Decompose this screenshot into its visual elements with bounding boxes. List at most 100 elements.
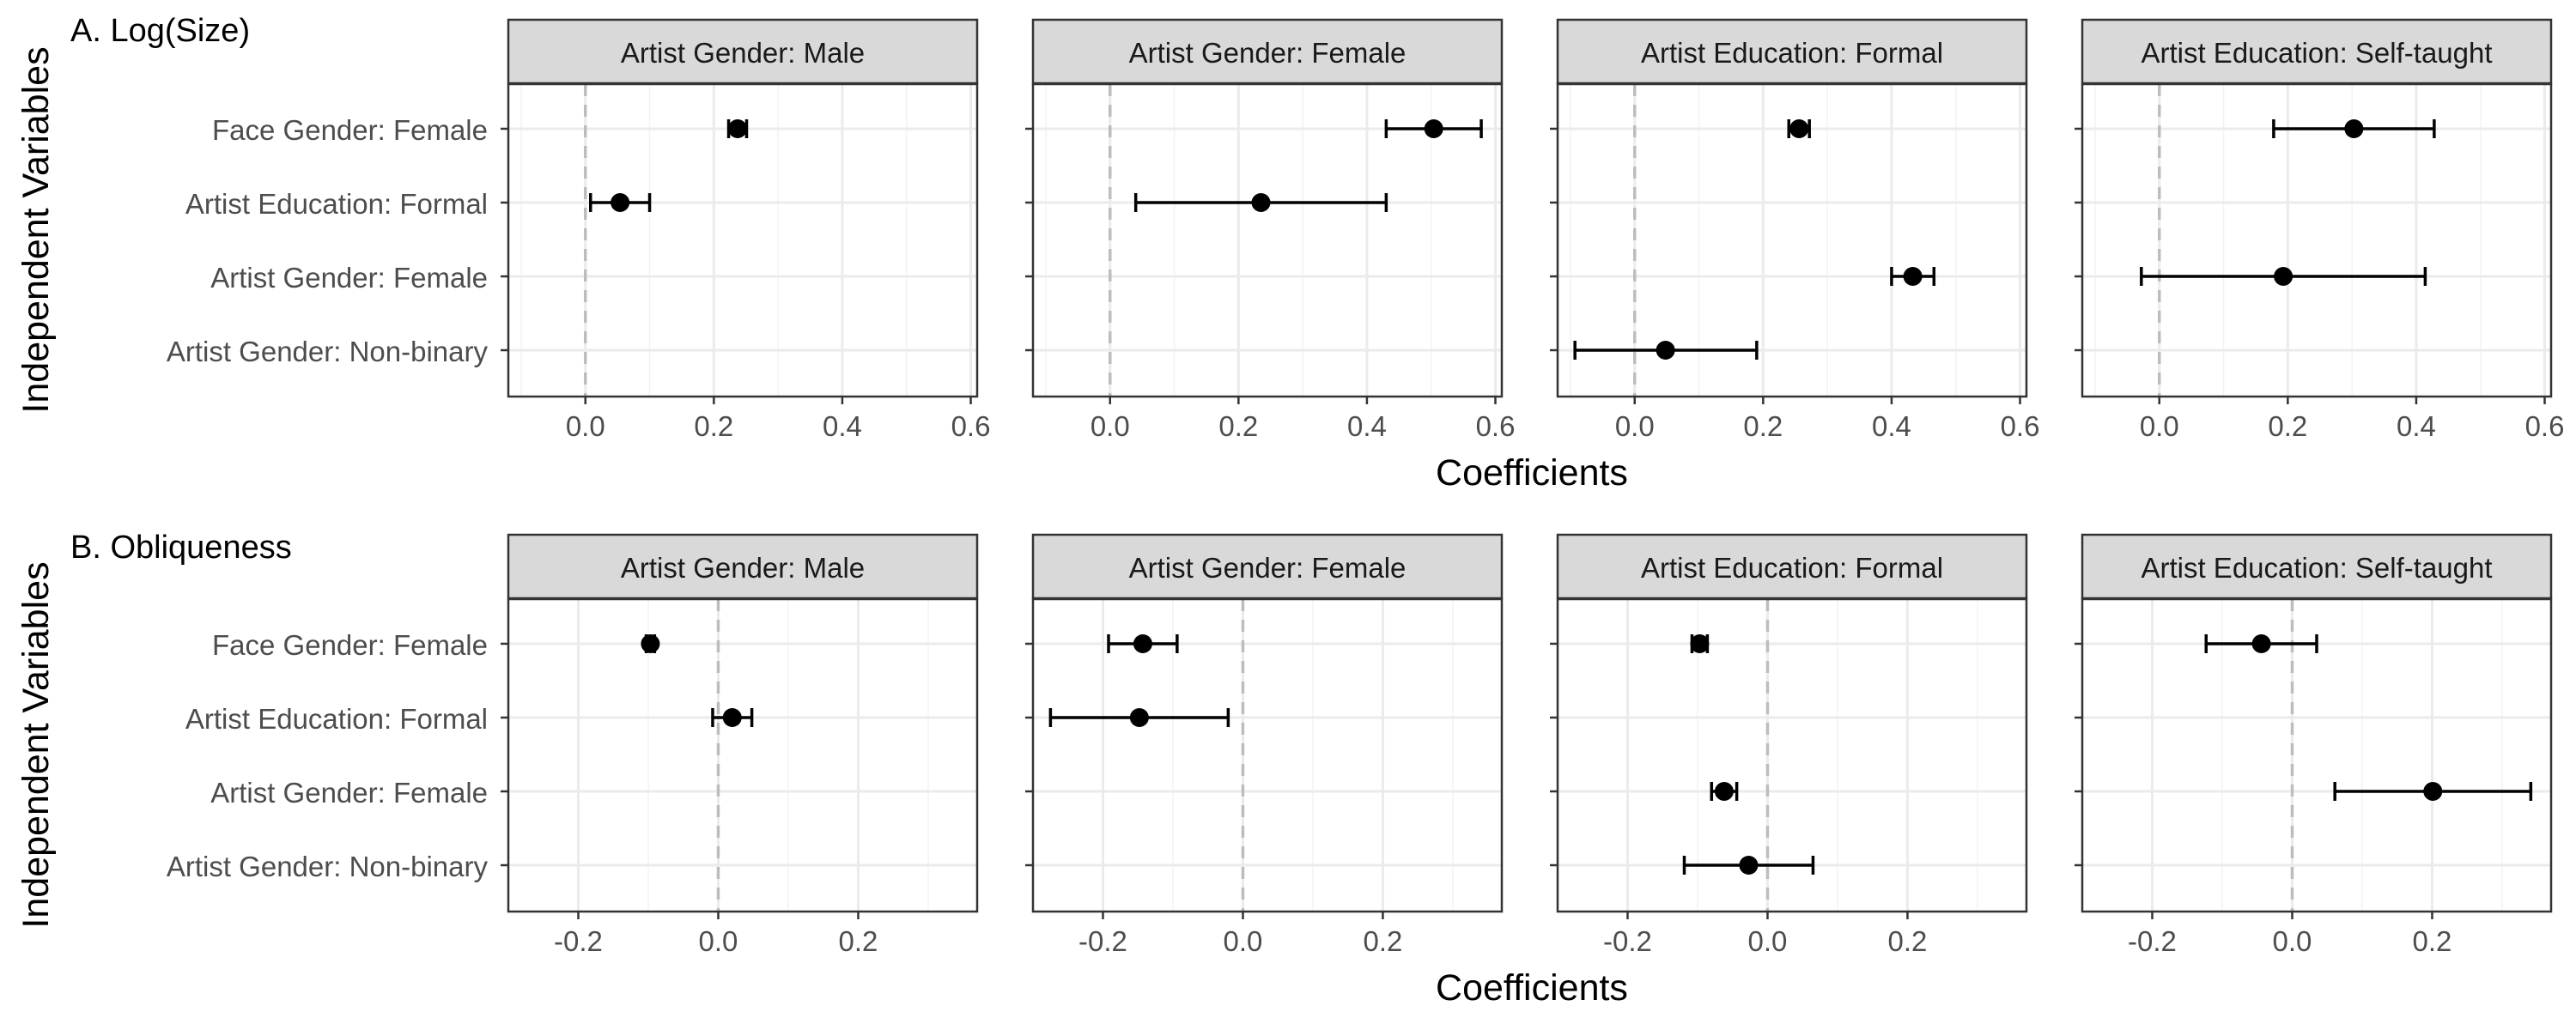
facet-strip [507,533,979,600]
facet-panel: Artist Education: Formal 0.0 0.2 0.4 0.6 [1550,18,2040,442]
row-a: A. Log(Size) Independent Variables Face … [15,13,2564,494]
coefficient-point [2344,119,2364,138]
facet-label: Artist Gender: Female [1129,552,1406,584]
coefficient-point [1690,634,1710,653]
x-tick-label: 0.4 [1347,410,1387,442]
panel-border [507,82,979,398]
facet-strip [507,18,979,85]
y-tick-label: Artist Gender: Female [210,262,488,294]
coefficient-point [1129,708,1149,727]
coefficient-point [722,708,742,727]
panel-border [1031,597,1504,913]
facet-label: Artist Gender: Male [621,552,865,584]
x-tick-label: 0.0 [2140,410,2179,442]
y-tick-label: Artist Gender: Female [210,777,488,809]
row-b-y-axis-title: Independent Variables [15,561,57,928]
plot-background [508,599,977,912]
x-tick-label: -0.2 [554,925,603,957]
panel-border [2081,82,2553,398]
x-tick-label: 0.6 [951,410,991,442]
row-a-title: A. Log(Size) [70,13,250,49]
plot-background [1558,599,2026,912]
coefficient-point [1714,782,1734,801]
coefficient-point [1656,341,1675,360]
panel-border [507,597,979,913]
plot-background [1033,599,1502,912]
y-tick-label: Face Gender: Female [212,629,488,661]
x-tick-label: 0.2 [1888,925,1928,957]
coefficient-point [728,119,748,138]
y-tick-label: Face Gender: Female [212,114,488,146]
facet-panel: Artist Gender: Male 0.0 0.2 0.4 0.6 [501,18,991,442]
x-tick-label: 0.0 [1615,410,1655,442]
coefficient-point [1903,267,1923,286]
facet-panel: Artist Gender: Male -0.2 0.0 0.2 [501,533,979,957]
facet-label: Artist Education: Self-taught [2141,37,2492,69]
row-b: B. Obliqueness Independent Variables Fac… [15,530,2553,1009]
x-tick-label: 0.2 [1218,410,1258,442]
x-tick-label: -0.2 [1078,925,1127,957]
facet-panel: Artist Education: Self-taught -0.2 0.0 0.2 [2075,533,2553,957]
x-tick-label: 0.4 [1872,410,1911,442]
row-b-x-axis-title: Coefficients [1436,967,1628,1009]
panel-border [2081,597,2553,913]
x-tick-label: 0.2 [1743,410,1783,442]
x-tick-label: 0.0 [566,410,605,442]
x-tick-label: 0.6 [2525,410,2565,442]
x-tick-label: 0.0 [699,925,738,957]
coefficient-point [2274,267,2293,286]
coefficient-point [641,634,660,653]
coefficient-point [1424,119,1443,138]
x-tick-label: 0.2 [2268,410,2307,442]
x-tick-label: 0.6 [1476,410,1516,442]
facet-panel: Artist Gender: Female 0.0 0.2 0.4 0.6 [1025,18,1516,442]
facet-panel: Artist Education: Self-taught 0.0 0.2 0.4 0… [2075,18,2565,442]
facet-strip [1556,533,2028,600]
x-tick-label: 0.0 [1748,925,1788,957]
facet-strip [2081,533,2553,600]
row-b-title: B. Obliqueness [70,530,292,566]
panel-graphics [501,533,979,919]
facet-panel: Artist Education: Formal -0.2 0.0 0.2 [1550,533,2028,957]
coefficient-point [1789,119,1809,138]
x-tick-label: 0.0 [1224,925,1263,957]
x-tick-label: -0.2 [2128,925,2177,957]
panel-graphics [1550,18,2028,404]
facet-label: Artist Education: Formal [1641,37,1943,69]
y-tick-label: Artist Education: Formal [185,188,488,220]
x-tick-label: 0.2 [1364,925,1403,957]
y-tick-label: Artist Gender: Non-binary [167,851,489,882]
facet-label: Artist Gender: Female [1129,37,1406,69]
x-tick-label: 0.6 [2001,410,2040,442]
y-tick-label: Artist Education: Formal [185,703,488,735]
x-tick-label: -0.2 [1603,925,1652,957]
coefficient-point [1133,634,1152,653]
facet-label: Artist Gender: Male [621,37,865,69]
coefficient-point [1739,856,1759,875]
panel-graphics [501,18,979,404]
coefficient-point [1251,193,1271,212]
x-tick-label: 0.4 [823,410,862,442]
x-tick-label: 0.2 [694,410,733,442]
panel-graphics [2075,18,2553,404]
panel-graphics [2075,533,2553,919]
panel-graphics [1025,18,1504,404]
x-tick-label: 0.2 [839,925,878,957]
y-tick-label: Artist Gender: Non-binary [167,336,489,367]
panel-graphics [1550,533,2028,919]
x-tick-label: 0.2 [2413,925,2452,957]
facet-panel: Artist Gender: Female -0.2 0.0 0.2 [1025,533,1504,957]
panel-graphics [1025,533,1504,919]
coefficient-point [2251,634,2271,653]
row-a-y-axis-title: Independent Variables [15,46,57,413]
facet-label: Artist Education: Formal [1641,552,1943,584]
panel-border [1031,82,1504,398]
x-tick-label: 0.0 [1091,410,1130,442]
row-a-x-axis-title: Coefficients [1436,452,1628,494]
x-tick-label: 0.0 [2273,925,2312,957]
facet-label: Artist Education: Self-taught [2141,552,2492,584]
facet-strip [1031,18,1504,85]
x-tick-label: 0.4 [2397,410,2436,442]
coefficient-point [2423,782,2443,801]
